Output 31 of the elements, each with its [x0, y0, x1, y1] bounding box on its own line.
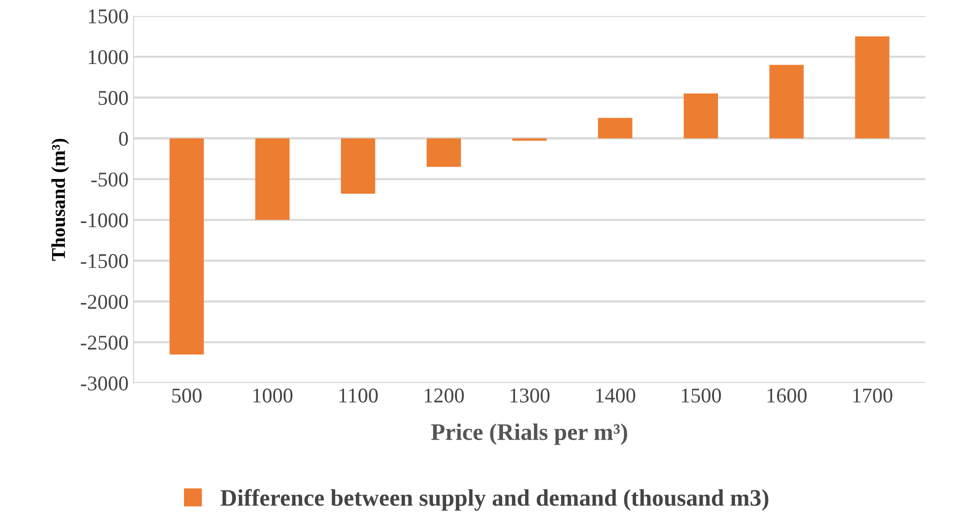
bar: [855, 36, 890, 138]
y-tick-label: 1500: [88, 9, 128, 24]
bar: [512, 138, 547, 141]
y-tick-label: -2000: [80, 294, 128, 309]
x-tick-label: 500: [172, 388, 202, 403]
bar: [170, 138, 204, 354]
x-tick-label: 1100: [339, 388, 378, 403]
y-axis-title: Thousand (m³): [51, 138, 69, 261]
x-tick-label: 1700: [853, 388, 892, 403]
x-tick-label: 1200: [424, 388, 464, 403]
x-tick-label: 1300: [510, 388, 550, 403]
y-tick-label: -500: [91, 172, 128, 187]
bar: [684, 93, 718, 138]
bar: [598, 118, 632, 138]
y-tick-label: 0: [119, 132, 128, 146]
y-tick-label: -1000: [80, 213, 128, 228]
x-tick-label: 1600: [768, 388, 807, 403]
y-tick-label: -3000: [80, 376, 128, 390]
y-tick-label: -1500: [80, 254, 128, 268]
legend-label: Difference between supply and demand (thousand m3): [220, 489, 768, 511]
x-tick-label: 1400: [596, 388, 636, 403]
x-axis-title: Price (Rials per m³): [431, 423, 628, 445]
bar: [340, 138, 376, 194]
x-tick-label: 1000: [253, 388, 292, 403]
y-tick-label: -2500: [80, 336, 128, 350]
bar: [255, 138, 290, 220]
bar: [769, 64, 804, 138]
y-tick-label: 1000: [88, 50, 128, 64]
y-tick-label: 500: [98, 90, 128, 105]
bar: [426, 138, 461, 167]
x-tick-label: 1500: [682, 388, 721, 403]
